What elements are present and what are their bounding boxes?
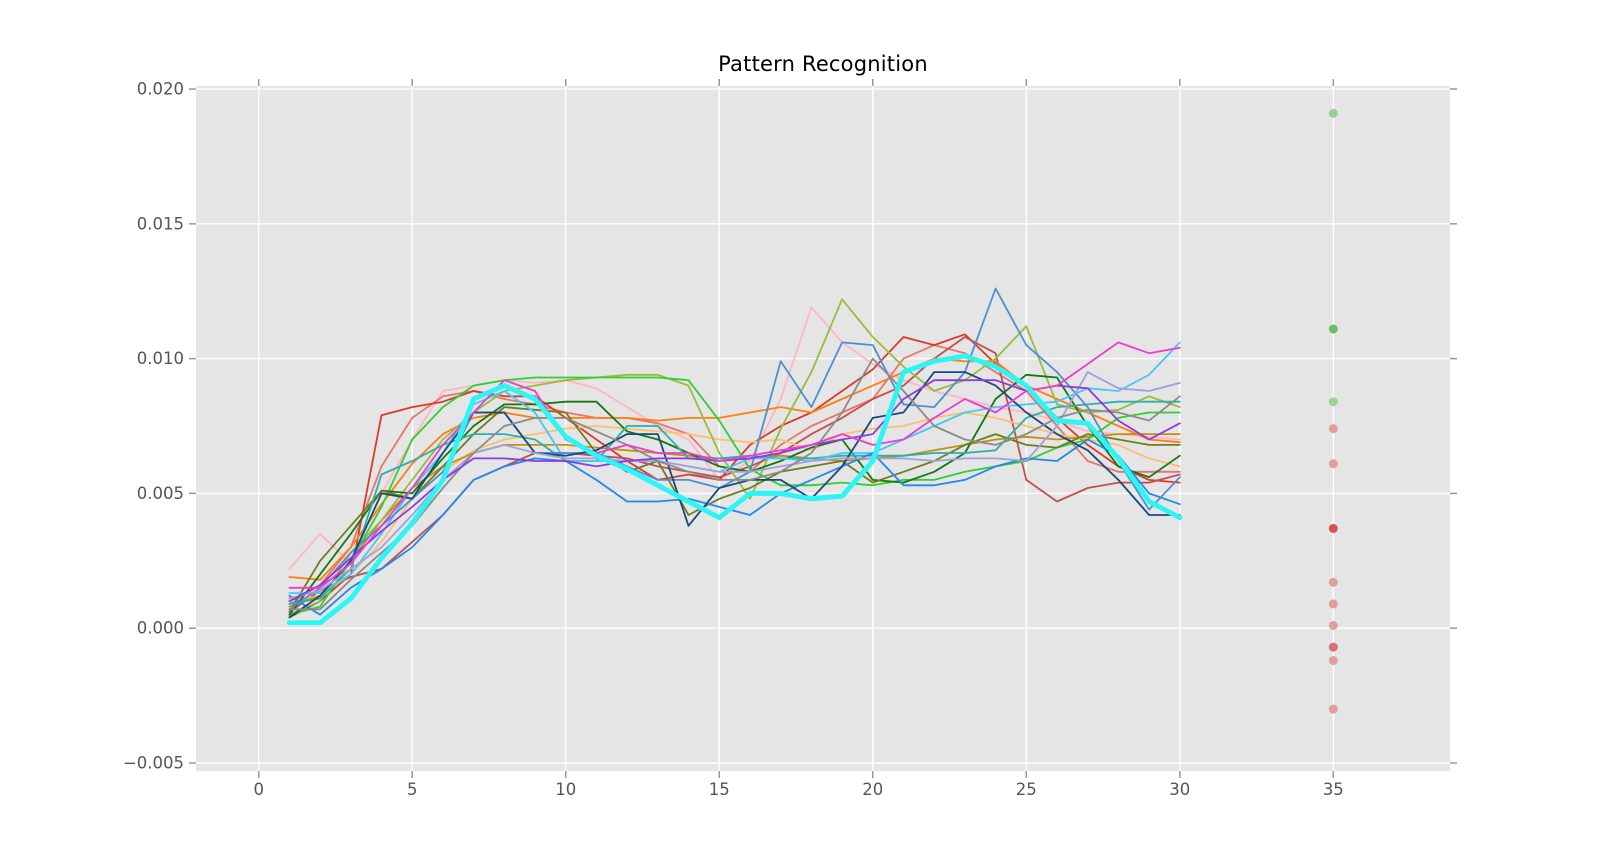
- scatter-point: [1328, 324, 1338, 334]
- series-line-navy: [288, 371, 1181, 619]
- series-line-darkolive: [288, 406, 1181, 613]
- series-line-cyan-highlight: [286, 353, 1183, 626]
- scatter-point: [1328, 523, 1338, 533]
- scatter-point: [1328, 642, 1338, 652]
- y-tick-label: 0.020: [137, 80, 184, 99]
- scatter-point: [1328, 620, 1338, 630]
- x-tick-label: 20: [862, 780, 883, 799]
- series-line-dodger: [288, 438, 1181, 616]
- scatter-point: [1328, 397, 1338, 407]
- series-line-olive: [288, 298, 1181, 616]
- x-tick-label: 25: [1016, 780, 1037, 799]
- x-tick-label: 30: [1169, 780, 1190, 799]
- scatter-point: [1328, 656, 1338, 666]
- y-tick-label: 0.010: [137, 349, 184, 368]
- x-tick-label: 35: [1323, 780, 1344, 799]
- scatter-point: [1328, 704, 1338, 714]
- series-line-sky: [288, 341, 1181, 594]
- x-tick-label: 15: [709, 780, 730, 799]
- scatter-point: [1328, 599, 1338, 609]
- x-tick-label: 10: [555, 780, 576, 799]
- scatter-point: [1328, 108, 1338, 118]
- x-tick-label: 0: [253, 780, 264, 799]
- series-line-gray: [288, 357, 1181, 611]
- scatter-point: [1328, 577, 1338, 587]
- y-tick-label: 0.005: [137, 484, 184, 503]
- series-line-darkgreen: [288, 373, 1181, 616]
- scatter-point: [1328, 459, 1338, 469]
- y-tick-label: −0.005: [123, 753, 184, 772]
- scatter-point: [1328, 424, 1338, 434]
- y-tick-label: 0.000: [137, 619, 184, 638]
- x-tick-label: 5: [407, 780, 418, 799]
- chart-title: Pattern Recognition: [718, 52, 928, 76]
- y-tick-label: 0.015: [137, 214, 184, 233]
